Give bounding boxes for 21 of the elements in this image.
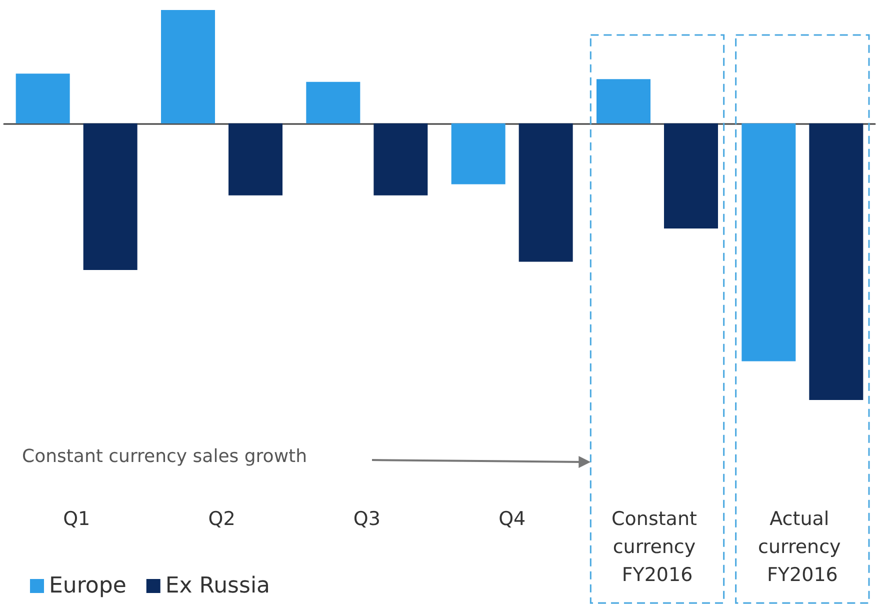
x-tick-label: Q2: [208, 508, 236, 530]
x-tick-label: Q4: [498, 508, 526, 530]
bar: [83, 123, 138, 270]
legend-label: Europe: [49, 574, 126, 598]
bar: [742, 123, 796, 362]
bar: [451, 123, 506, 184]
bar: [16, 74, 70, 124]
bar: [374, 123, 428, 196]
bar: [596, 79, 650, 124]
bar: [518, 123, 573, 262]
x-tick-label: Q1: [63, 508, 90, 530]
x-tick-label: Constant currency FY2016: [612, 508, 703, 586]
bar: [664, 123, 718, 229]
x-tick-label: Q3: [353, 508, 380, 530]
text: Constant currency sales growth: [22, 446, 308, 467]
legend-label: Ex Russia: [165, 574, 270, 598]
bar: [809, 123, 864, 400]
x-tick-label: Actual currency FY2016: [758, 508, 847, 586]
bar: [228, 123, 282, 196]
bar: [306, 82, 360, 124]
bar: [161, 10, 215, 124]
